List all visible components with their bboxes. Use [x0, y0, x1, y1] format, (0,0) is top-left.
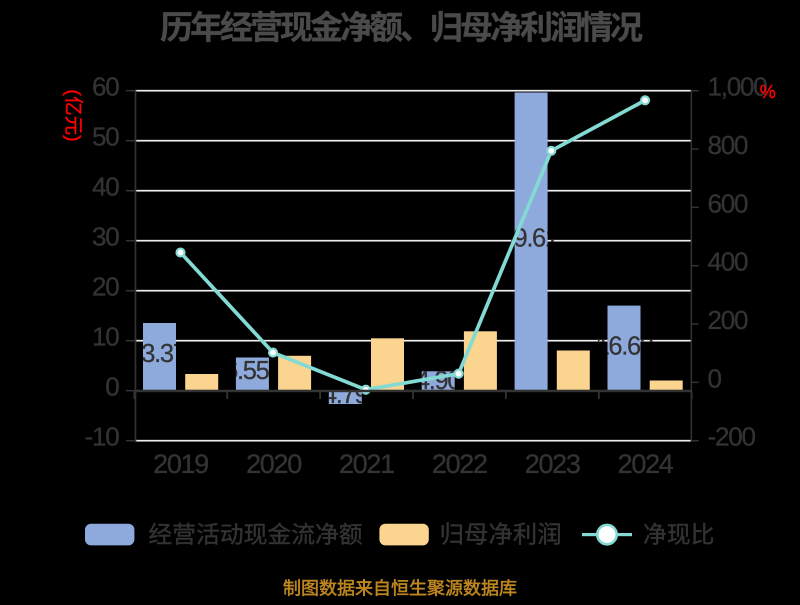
- svg-text:60: 60: [92, 72, 119, 102]
- svg-text:10: 10: [92, 322, 119, 352]
- svg-text:20: 20: [92, 272, 119, 302]
- svg-text:2021: 2021: [339, 449, 394, 479]
- svg-text:50: 50: [92, 122, 119, 152]
- svg-text:600: 600: [708, 188, 749, 218]
- svg-text:2024: 2024: [618, 449, 674, 479]
- svg-text:1,000: 1,000: [708, 72, 768, 102]
- svg-text:2023: 2023: [525, 449, 580, 479]
- svg-text:%: %: [760, 82, 776, 102]
- svg-text:(: (: [62, 89, 84, 96]
- svg-text:40: 40: [92, 172, 119, 202]
- svg-text:200: 200: [708, 305, 749, 335]
- svg-text:2020: 2020: [246, 449, 301, 479]
- svg-text:): ): [62, 135, 84, 142]
- svg-text:0: 0: [105, 372, 119, 402]
- svg-text:2019: 2019: [153, 449, 208, 479]
- svg-text:800: 800: [708, 130, 749, 160]
- svg-text:30: 30: [92, 222, 119, 252]
- svg-text:-10: -10: [85, 422, 120, 452]
- svg-text:2022: 2022: [432, 449, 487, 479]
- svg-text:-200: -200: [708, 422, 756, 452]
- svg-text:0: 0: [708, 363, 722, 393]
- svg-text:400: 400: [708, 247, 749, 277]
